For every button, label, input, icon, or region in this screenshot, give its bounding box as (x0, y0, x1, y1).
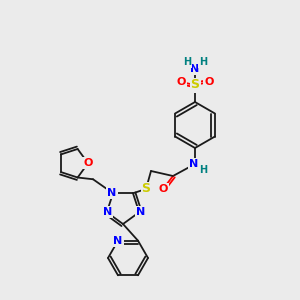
Text: S: S (190, 79, 200, 92)
Text: S: S (142, 182, 151, 196)
Text: N: N (189, 159, 199, 169)
Text: H: H (199, 57, 207, 67)
Text: H: H (183, 57, 191, 67)
Text: O: O (158, 184, 168, 194)
Text: N: N (103, 207, 112, 217)
Text: N: N (136, 207, 145, 217)
Text: O: O (83, 158, 93, 168)
Text: O: O (176, 77, 186, 87)
Text: N: N (190, 64, 200, 74)
Text: N: N (113, 236, 123, 246)
Text: N: N (107, 188, 117, 198)
Text: O: O (204, 77, 214, 87)
Text: H: H (199, 165, 207, 175)
